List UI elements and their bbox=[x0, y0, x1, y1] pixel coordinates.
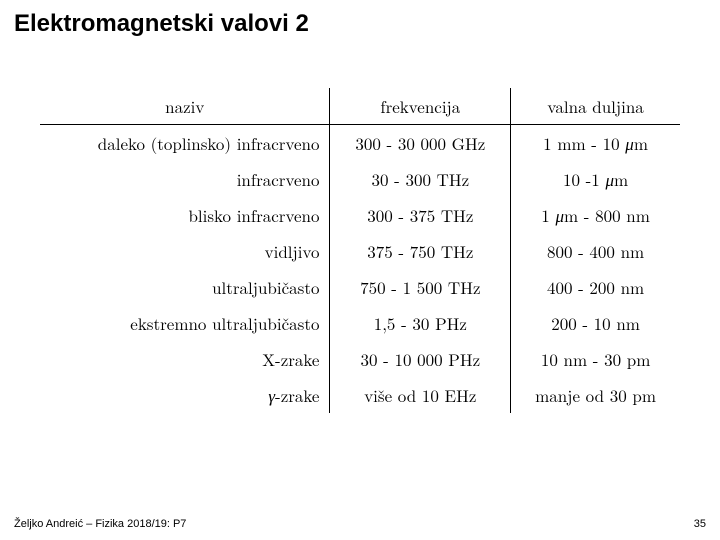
table-row: ultraljubičasto750 - 1 500 THz400 - 200 … bbox=[40, 269, 680, 305]
cell-name: daleko (toplinsko) infracrveno bbox=[40, 125, 330, 162]
cell-wavelength: 800 - 400 nm bbox=[511, 233, 680, 269]
table-header-row: naziv frekvencija valna duljina bbox=[40, 88, 680, 125]
cell-name: infracrveno bbox=[40, 161, 330, 197]
footer-page-number: 35 bbox=[694, 518, 706, 530]
footer-author: Željko Andreić – Fizika 2018/19: P7 bbox=[14, 518, 186, 530]
cell-frequency: 300 - 375 THz bbox=[330, 197, 511, 233]
cell-name: γ-zrake bbox=[40, 377, 330, 413]
cell-wavelength: 400 - 200 nm bbox=[511, 269, 680, 305]
cell-name: ultraljubičasto bbox=[40, 269, 330, 305]
cell-frequency: 1,5 - 30 PHz bbox=[330, 305, 511, 341]
cell-name: ekstremno ultraljubičasto bbox=[40, 305, 330, 341]
cell-name: X-zrake bbox=[40, 341, 330, 377]
em-spectrum-table: naziv frekvencija valna duljina daleko (… bbox=[40, 88, 680, 413]
table-row: daleko (toplinsko) infracrveno300 - 30 0… bbox=[40, 125, 680, 162]
cell-wavelength: 10 nm - 30 pm bbox=[511, 341, 680, 377]
table-row: vidljivo375 - 750 THz800 - 400 nm bbox=[40, 233, 680, 269]
table-row: infracrveno30 - 300 THz10 -1 μm bbox=[40, 161, 680, 197]
slide-title: Elektromagnetski valovi 2 bbox=[0, 0, 720, 38]
table-row: blisko infracrveno300 - 375 THz1 μm - 80… bbox=[40, 197, 680, 233]
cell-wavelength: 200 - 10 nm bbox=[511, 305, 680, 341]
cell-frequency: 750 - 1 500 THz bbox=[330, 269, 511, 305]
table-row: γ-zrakeviše od 10 EHzmanje od 30 pm bbox=[40, 377, 680, 413]
cell-wavelength: 10 -1 μm bbox=[511, 161, 680, 197]
slide-footer: Željko Andreić – Fizika 2018/19: P7 35 bbox=[0, 518, 720, 530]
cell-frequency: 30 - 300 THz bbox=[330, 161, 511, 197]
col-header-name: naziv bbox=[40, 88, 330, 125]
em-spectrum-table-container: naziv frekvencija valna duljina daleko (… bbox=[40, 88, 680, 413]
cell-frequency: više od 10 EHz bbox=[330, 377, 511, 413]
table-row: ekstremno ultraljubičasto1,5 - 30 PHz200… bbox=[40, 305, 680, 341]
cell-name: blisko infracrveno bbox=[40, 197, 330, 233]
cell-frequency: 300 - 30 000 GHz bbox=[330, 125, 511, 162]
cell-frequency: 30 - 10 000 PHz bbox=[330, 341, 511, 377]
cell-name: vidljivo bbox=[40, 233, 330, 269]
table-row: X-zrake30 - 10 000 PHz10 nm - 30 pm bbox=[40, 341, 680, 377]
cell-wavelength: manje od 30 pm bbox=[511, 377, 680, 413]
col-header-freq: frekvencija bbox=[330, 88, 511, 125]
cell-frequency: 375 - 750 THz bbox=[330, 233, 511, 269]
col-header-wavelength: valna duljina bbox=[511, 88, 680, 125]
cell-wavelength: 1 mm - 10 μm bbox=[511, 125, 680, 162]
cell-wavelength: 1 μm - 800 nm bbox=[511, 197, 680, 233]
